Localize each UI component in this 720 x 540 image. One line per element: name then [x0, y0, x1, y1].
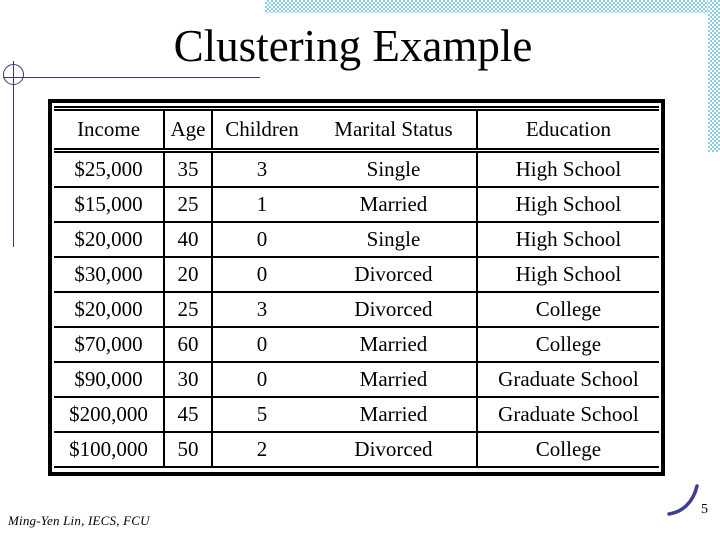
cell-education: High School [515, 157, 622, 181]
cell-marital-status: Single [311, 150, 478, 187]
data-table: Income Age Children Marital Status Educa… [54, 106, 659, 468]
cell-income: $30,000 [54, 256, 166, 292]
table-row: $25,000 35 3 Single High School [54, 150, 659, 187]
cell-marital-status: Divorced [311, 291, 478, 327]
column-header-age: Age [164, 108, 213, 153]
cell-children: 5 [211, 396, 312, 432]
cell-education: College [476, 431, 659, 467]
cell-marital-status: Divorced [311, 431, 478, 467]
table-row: $20,000 40 0 Single High School [54, 221, 659, 257]
cell-education: High School [476, 221, 659, 257]
table-row: $30,000 20 0 Divorced High School [54, 256, 659, 292]
cell-marital-status: Divorced [311, 256, 478, 292]
cell-age: 50 [164, 431, 213, 467]
cell-income: $200,000 [54, 396, 166, 432]
cell-children: 0 [211, 361, 312, 397]
data-table-frame: Income Age Children Marital Status Educa… [48, 99, 665, 476]
column-header-children: Children [211, 108, 312, 153]
column-header-marital-status: Marital Status [311, 108, 478, 153]
cell-age: 60 [164, 326, 213, 362]
table-row: $70,000 60 0 Married College [54, 326, 659, 362]
slide-title: Clustering Example [173, 21, 533, 71]
crosshair-circle-icon [3, 64, 24, 85]
footer-author-text: Ming-Yen Lin, IECS, FCU [8, 513, 150, 528]
table-row: $20,000 25 3 Divorced College [54, 291, 659, 327]
cell-education: College [476, 291, 659, 327]
checkered-band-right [708, 0, 720, 152]
cell-income: $90,000 [54, 361, 166, 397]
cell-age: 20 [164, 256, 213, 292]
cell-education: High School [476, 186, 659, 222]
cell-children: 1 [211, 186, 312, 222]
checkered-band-top [265, 0, 720, 13]
cell-children: 0 [211, 221, 312, 257]
cell-children: 0 [211, 256, 312, 292]
cell-children: 2 [211, 431, 312, 467]
table-row: $90,000 30 0 Married Graduate School [54, 361, 659, 397]
swoosh-arc-icon [667, 484, 699, 516]
column-header-education: Education [476, 108, 659, 153]
cell-income: $70,000 [54, 326, 166, 362]
cell-age: 30 [164, 361, 213, 397]
cell-children: 3 [256, 157, 268, 181]
table-row: $15,000 25 1 Married High School [54, 186, 659, 222]
cell-age: 25 [164, 291, 213, 327]
cell-income: $20,000 [54, 221, 166, 257]
cell-income: $20,000 [54, 291, 166, 327]
cell-income: $100,000 [54, 431, 166, 467]
table-row: $200,000 45 5 Married Graduate School [54, 396, 659, 432]
cell-marital-status: Married [311, 186, 478, 222]
cell-children: 0 [211, 326, 312, 362]
cell-marital-status: Married [311, 326, 478, 362]
cell-education: College [476, 326, 659, 362]
table-header-row: Income Age Children Marital Status Educa… [54, 108, 659, 153]
page-number: 5 [701, 502, 708, 517]
cell-education: High School [476, 256, 659, 292]
cell-marital-status: Married [311, 396, 478, 432]
cell-age: 25 [164, 186, 213, 222]
cell-income: $25,000 [54, 150, 166, 187]
column-header-income: Income [54, 108, 166, 153]
cell-education: Graduate School [476, 361, 659, 397]
crosshair-vertical-line [13, 61, 14, 247]
cell-age: 35 [164, 150, 213, 187]
table-row: $100,000 50 2 Divorced College [54, 431, 659, 467]
cell-marital-status: Single [311, 221, 478, 257]
cell-children: 3 [211, 291, 312, 327]
cell-age: 45 [164, 396, 213, 432]
cell-income: $15,000 [54, 186, 166, 222]
crosshair-horizontal-line [3, 77, 260, 78]
cell-age: 40 [164, 221, 213, 257]
cell-education: Graduate School [476, 396, 659, 432]
cell-marital-status: Married [311, 361, 478, 397]
